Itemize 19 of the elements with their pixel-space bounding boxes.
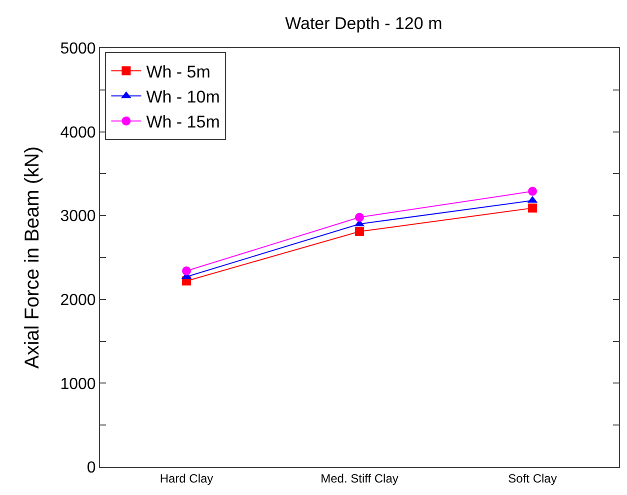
legend-label: Wh - 10m	[146, 87, 220, 106]
y-tick-label: 1000	[60, 376, 96, 393]
x-tick-label: Hard Clay	[160, 471, 214, 486]
legend-label: Wh - 5m	[146, 62, 210, 82]
point	[182, 266, 191, 276]
x-tick-label: Med. Stiff Clay	[320, 471, 398, 486]
point	[355, 227, 364, 236]
legend-label: Wh - 15m	[146, 112, 220, 132]
y-tick-label: 0	[86, 460, 96, 477]
y-axis-title: Axial Force in Beam (kN)	[22, 146, 44, 369]
point	[355, 212, 364, 222]
chart-title: Water Depth - 120 m	[285, 14, 442, 34]
y-tick-label: 3000	[60, 208, 96, 226]
point	[528, 186, 537, 196]
y-tick-label: 2000	[60, 292, 96, 309]
y-tick-label: 4000	[60, 124, 96, 142]
x-tick-label: Soft Clay	[508, 471, 557, 486]
point	[528, 204, 537, 213]
y-tick-label: 5000	[60, 40, 96, 58]
